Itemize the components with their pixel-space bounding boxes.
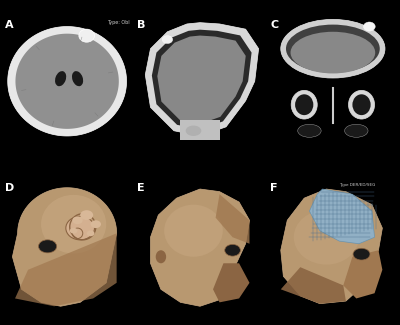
Ellipse shape	[80, 210, 93, 220]
Polygon shape	[16, 34, 119, 129]
Ellipse shape	[79, 29, 94, 42]
Text: B: B	[138, 20, 146, 30]
Ellipse shape	[295, 94, 313, 115]
Ellipse shape	[281, 20, 385, 78]
Ellipse shape	[156, 250, 166, 263]
Polygon shape	[213, 263, 250, 302]
Ellipse shape	[290, 32, 375, 73]
Text: F: F	[270, 183, 278, 192]
Polygon shape	[216, 194, 250, 244]
Bar	[180, 120, 220, 140]
Polygon shape	[281, 267, 346, 304]
Text: C: C	[270, 20, 278, 30]
Ellipse shape	[55, 71, 66, 86]
Ellipse shape	[298, 124, 321, 137]
Text: D: D	[5, 183, 14, 192]
Polygon shape	[38, 54, 97, 109]
Ellipse shape	[291, 90, 317, 119]
Polygon shape	[310, 189, 374, 244]
Ellipse shape	[164, 205, 223, 257]
Polygon shape	[281, 189, 382, 304]
Ellipse shape	[286, 25, 380, 73]
Ellipse shape	[364, 22, 375, 31]
Ellipse shape	[66, 216, 94, 240]
Ellipse shape	[70, 228, 78, 234]
Ellipse shape	[348, 90, 374, 119]
Polygon shape	[15, 233, 117, 306]
Ellipse shape	[186, 125, 201, 136]
Polygon shape	[343, 250, 382, 298]
Ellipse shape	[87, 230, 94, 236]
Text: A: A	[5, 20, 13, 30]
Ellipse shape	[72, 71, 83, 86]
Text: Type DER/ED/SEG: Type DER/ED/SEG	[339, 183, 376, 187]
Polygon shape	[150, 189, 250, 306]
Ellipse shape	[90, 220, 101, 228]
Ellipse shape	[41, 195, 106, 254]
Polygon shape	[12, 188, 117, 306]
Ellipse shape	[353, 248, 370, 260]
Ellipse shape	[352, 94, 371, 115]
Ellipse shape	[225, 244, 240, 256]
Polygon shape	[17, 35, 118, 128]
Ellipse shape	[294, 210, 359, 265]
Polygon shape	[152, 30, 252, 129]
Polygon shape	[145, 23, 259, 136]
Text: E: E	[138, 183, 145, 192]
Text: Type: Obl: Type: Obl	[107, 20, 130, 25]
Ellipse shape	[344, 124, 368, 137]
Ellipse shape	[162, 36, 173, 44]
Ellipse shape	[38, 240, 57, 253]
Polygon shape	[8, 27, 126, 136]
Polygon shape	[157, 35, 246, 124]
Ellipse shape	[72, 216, 83, 224]
